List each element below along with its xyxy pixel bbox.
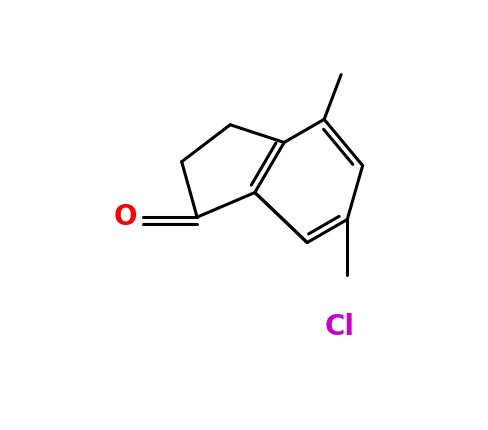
Text: O: O bbox=[113, 203, 137, 231]
Text: Cl: Cl bbox=[324, 313, 354, 341]
